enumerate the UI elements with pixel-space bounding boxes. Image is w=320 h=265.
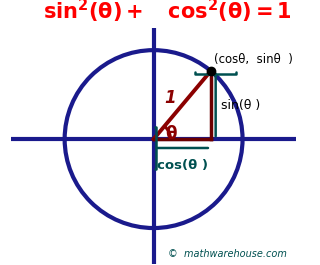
Text: $\mathbf{sin^2(\theta) +\ \ \ cos^2(\theta) = 1}$: $\mathbf{sin^2(\theta) +\ \ \ cos^2(\the… bbox=[43, 0, 292, 25]
Text: sin(θ ): sin(θ ) bbox=[221, 99, 261, 112]
Text: 1: 1 bbox=[164, 89, 176, 107]
Text: ©  mathwarehouse.com: © mathwarehouse.com bbox=[169, 249, 287, 259]
Text: θ: θ bbox=[165, 125, 177, 143]
Text: cos(θ ): cos(θ ) bbox=[157, 159, 208, 172]
Text: (cosθ,  sinθ  ): (cosθ, sinθ ) bbox=[214, 53, 293, 66]
